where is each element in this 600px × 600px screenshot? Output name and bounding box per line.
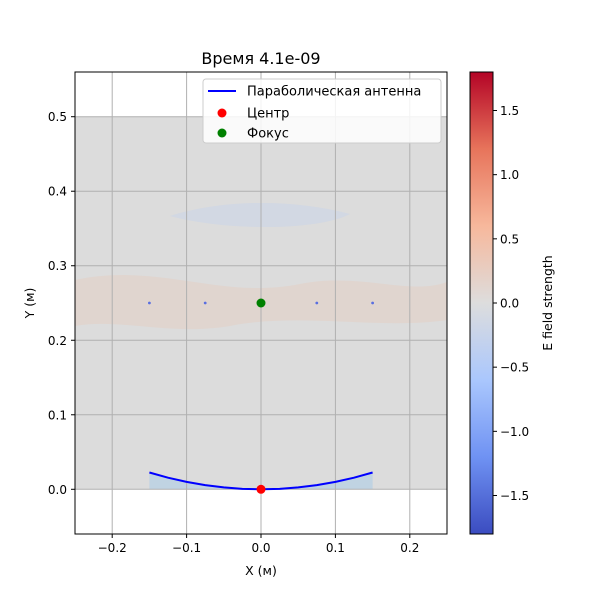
colorbar-tick-label: 0.0	[500, 297, 519, 311]
colorbar-tick-label: 0.5	[500, 232, 519, 246]
field-source-point	[371, 301, 374, 305]
y-tick-label: 0.1	[48, 408, 67, 422]
y-tick-label: 0.0	[48, 483, 67, 497]
legend-box	[202, 78, 442, 144]
y-tick-label: 0.5	[48, 110, 67, 124]
y-axis-label: Y (м)	[22, 288, 37, 320]
legend-marker-focus	[217, 128, 227, 138]
legend: Параболическая антенна Центр Фокус	[202, 78, 442, 144]
y-tick-label: 0.4	[48, 185, 67, 199]
legend-marker-center	[217, 108, 227, 118]
colorbar-tick-label: −1.0	[500, 425, 529, 439]
x-tick-label: 0.0	[251, 541, 270, 555]
colorbar-label: E field strength	[540, 255, 555, 350]
legend-label-center: Центр	[247, 107, 289, 122]
series-layer	[149, 298, 373, 494]
x-tick-label: 0.1	[326, 541, 345, 555]
legend-label-antenna: Параболическая антенна	[247, 85, 421, 100]
focus-point	[256, 298, 266, 308]
center-point	[256, 484, 266, 494]
colorbar: −1.5 −1.0 −0.5 0.0 0.5 1.0 1.5 E field strengt…	[469, 71, 555, 535]
y-tick-label: 0.3	[48, 259, 67, 273]
colorbar-tick-label: −1.5	[500, 489, 529, 503]
colorbar-gradient	[469, 71, 494, 535]
colorbar-tick-label: −0.5	[500, 361, 529, 375]
field-source-point	[315, 301, 319, 305]
field-source-point	[148, 301, 151, 305]
x-tick-label: 0.2	[400, 541, 419, 555]
colorbar-tick-label: 1.5	[500, 104, 519, 118]
chart-title: Время 4.1e-09	[201, 49, 320, 68]
field-sources	[148, 301, 374, 305]
field-haze-top	[170, 202, 350, 228]
x-tick-label: −0.2	[98, 541, 127, 555]
reflector-fill	[149, 472, 373, 490]
legend-label-focus: Фокус	[247, 127, 289, 142]
x-tick-label: −0.1	[172, 541, 201, 555]
colorbar-ticks: −1.5 −1.0 −0.5 0.0 0.5 1.0 1.5	[493, 104, 529, 503]
field-source-point	[203, 301, 207, 305]
plot-area	[74, 71, 448, 535]
x-axis-ticks: −0.2 −0.1 0.0 0.1 0.2	[98, 534, 419, 555]
y-axis-ticks: 0.0 0.1 0.2 0.3 0.4 0.5	[48, 110, 75, 497]
x-axis-label: X (м)	[245, 563, 277, 578]
colorbar-tick-label: 1.0	[500, 168, 519, 182]
y-tick-label: 0.2	[48, 334, 67, 348]
